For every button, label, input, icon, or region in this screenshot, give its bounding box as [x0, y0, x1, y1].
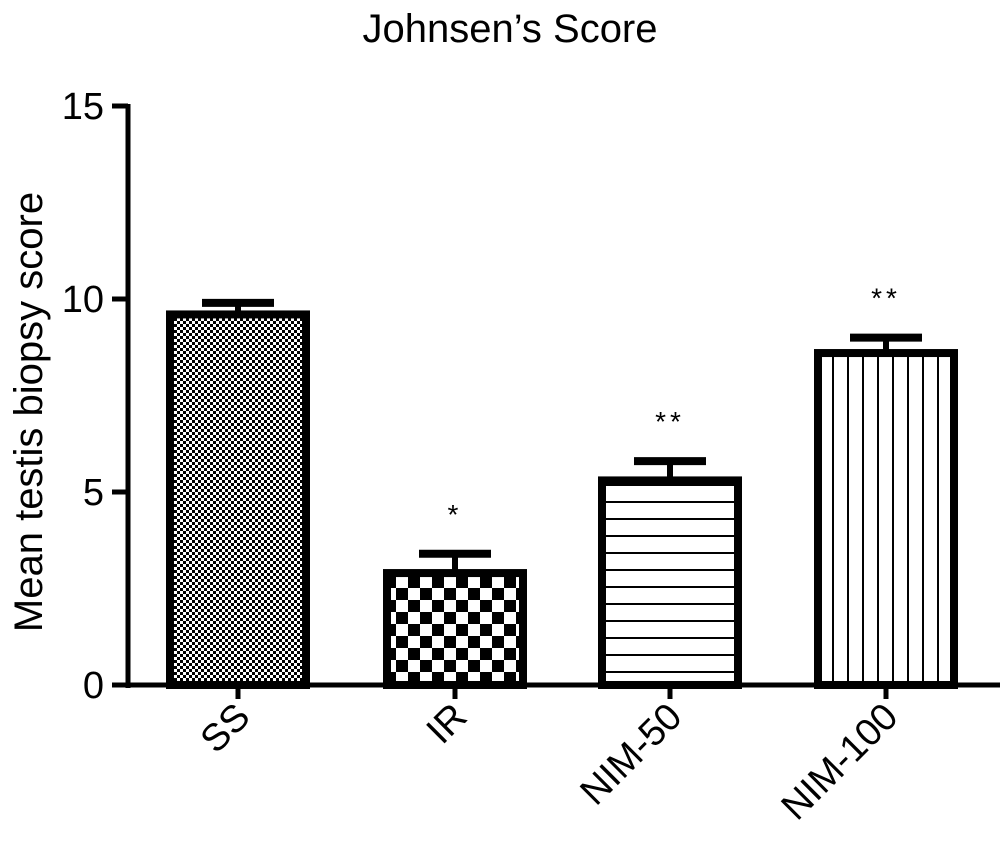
- y-tick-label: 10: [62, 279, 104, 321]
- significance-marker: *: [448, 499, 463, 530]
- x-tick-label: NIM-50: [573, 696, 691, 814]
- significance-marker: **: [655, 406, 685, 437]
- bar-nim-50: [598, 476, 742, 690]
- y-tick-label: 15: [62, 86, 104, 128]
- x-tick-label: SS: [193, 696, 259, 762]
- x-tick-label: IR: [419, 696, 476, 753]
- chart-title: Johnsen’s Score: [363, 7, 658, 51]
- y-tick-label: 0: [83, 665, 104, 707]
- significance-marker: **: [871, 283, 901, 314]
- bar-ss: [166, 310, 310, 689]
- x-tick-label: NIM-100: [774, 696, 907, 829]
- y-tick-label: 5: [83, 472, 104, 514]
- bar-nim-100: [814, 349, 958, 689]
- bar-ir: [383, 569, 527, 689]
- y-axis-label: Mean testis biopsy score: [7, 192, 51, 632]
